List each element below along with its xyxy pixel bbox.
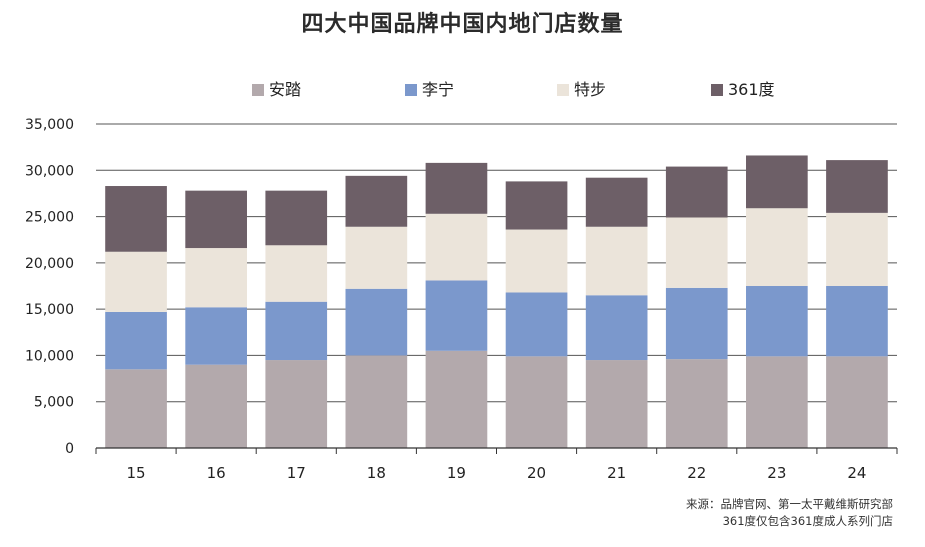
axes: 0 5,000 10,000 15,000 20,000 25,000 30,000 35,0… bbox=[25, 117, 898, 482]
legend-swatch bbox=[557, 84, 569, 96]
source-note: 来源：品牌官网、第一太平戴维斯研究部 361度仅包含361度成人系列门店 bbox=[686, 496, 893, 530]
bar-segment bbox=[826, 286, 888, 357]
bar-segment bbox=[185, 307, 247, 365]
legend-label: 李宁 bbox=[422, 80, 454, 99]
bar-segment bbox=[345, 226, 408, 289]
legend-label: 特步 bbox=[574, 80, 606, 99]
x-tick-label: 18 bbox=[367, 464, 386, 482]
bar-segment bbox=[746, 356, 808, 448]
bar-segment bbox=[826, 212, 888, 286]
legend-label: 361度 bbox=[728, 80, 775, 99]
chart-title: 四大中国品牌中国内地门店数量 bbox=[301, 11, 624, 37]
bar-segment bbox=[826, 160, 888, 213]
bar-segment bbox=[345, 288, 408, 356]
x-tick-label: 15 bbox=[127, 464, 146, 482]
note-line: 361度仅包含361度成人系列门店 bbox=[722, 514, 893, 528]
legend-swatch bbox=[252, 84, 264, 96]
legend: 安踏 李宁 特步 361度 bbox=[252, 80, 775, 99]
bar-segment bbox=[585, 295, 648, 361]
x-tick-label: 23 bbox=[767, 464, 786, 482]
bar-segment bbox=[105, 186, 167, 252]
bar-segment bbox=[185, 248, 247, 308]
bar-segment bbox=[585, 360, 648, 448]
bar-segment bbox=[185, 190, 247, 249]
bar-segment bbox=[265, 360, 328, 448]
bar-segment bbox=[746, 286, 808, 357]
bar-segment bbox=[505, 356, 568, 448]
x-tick-label: 24 bbox=[847, 464, 866, 482]
legend-swatch bbox=[711, 84, 723, 96]
bar-segment bbox=[345, 175, 408, 227]
bar-segment bbox=[265, 301, 328, 361]
bar-segment bbox=[665, 287, 728, 360]
bar-segment bbox=[505, 181, 568, 230]
bar-segment bbox=[746, 208, 808, 286]
y-tick-label: 5,000 bbox=[34, 395, 74, 411]
bar-segment bbox=[665, 359, 728, 448]
x-tick-label: 17 bbox=[287, 464, 306, 482]
bar-segment bbox=[665, 217, 728, 288]
bar-segment bbox=[425, 162, 488, 214]
legend-label: 安踏 bbox=[269, 80, 301, 99]
x-tick-label: 22 bbox=[687, 464, 706, 482]
bar-segment bbox=[105, 311, 167, 370]
bar-segment bbox=[425, 213, 488, 281]
bar-segment bbox=[505, 229, 568, 293]
x-tick-label: 21 bbox=[607, 464, 626, 482]
y-tick-label: 30,000 bbox=[25, 163, 74, 179]
bar-segment bbox=[185, 364, 247, 448]
bar-segment bbox=[665, 166, 728, 218]
y-tick-label: 15,000 bbox=[25, 302, 74, 318]
x-tick-label: 19 bbox=[447, 464, 466, 482]
bar-segment bbox=[746, 155, 808, 209]
legend-swatch bbox=[405, 84, 417, 96]
y-tick-label: 35,000 bbox=[25, 117, 74, 133]
bar-segment bbox=[345, 355, 408, 448]
bar-segment bbox=[105, 369, 167, 448]
bar-stacks bbox=[105, 155, 888, 448]
y-tick-label: 0 bbox=[65, 441, 74, 457]
bar-segment bbox=[505, 292, 568, 357]
x-tick-label: 16 bbox=[207, 464, 226, 482]
bar-segment bbox=[826, 356, 888, 448]
bar-segment bbox=[265, 190, 328, 246]
bar-segment bbox=[425, 280, 488, 351]
y-tick-label: 10,000 bbox=[25, 348, 74, 364]
source-line: 来源：品牌官网、第一太平戴维斯研究部 bbox=[686, 497, 893, 511]
y-tick-label: 25,000 bbox=[25, 210, 74, 226]
x-tick-label: 20 bbox=[527, 464, 546, 482]
bar-segment bbox=[585, 177, 648, 227]
y-tick-label: 20,000 bbox=[25, 256, 74, 272]
bar-segment bbox=[425, 350, 488, 448]
bar-segment bbox=[265, 245, 328, 302]
bar-segment bbox=[105, 251, 167, 312]
bar-segment bbox=[585, 226, 648, 296]
